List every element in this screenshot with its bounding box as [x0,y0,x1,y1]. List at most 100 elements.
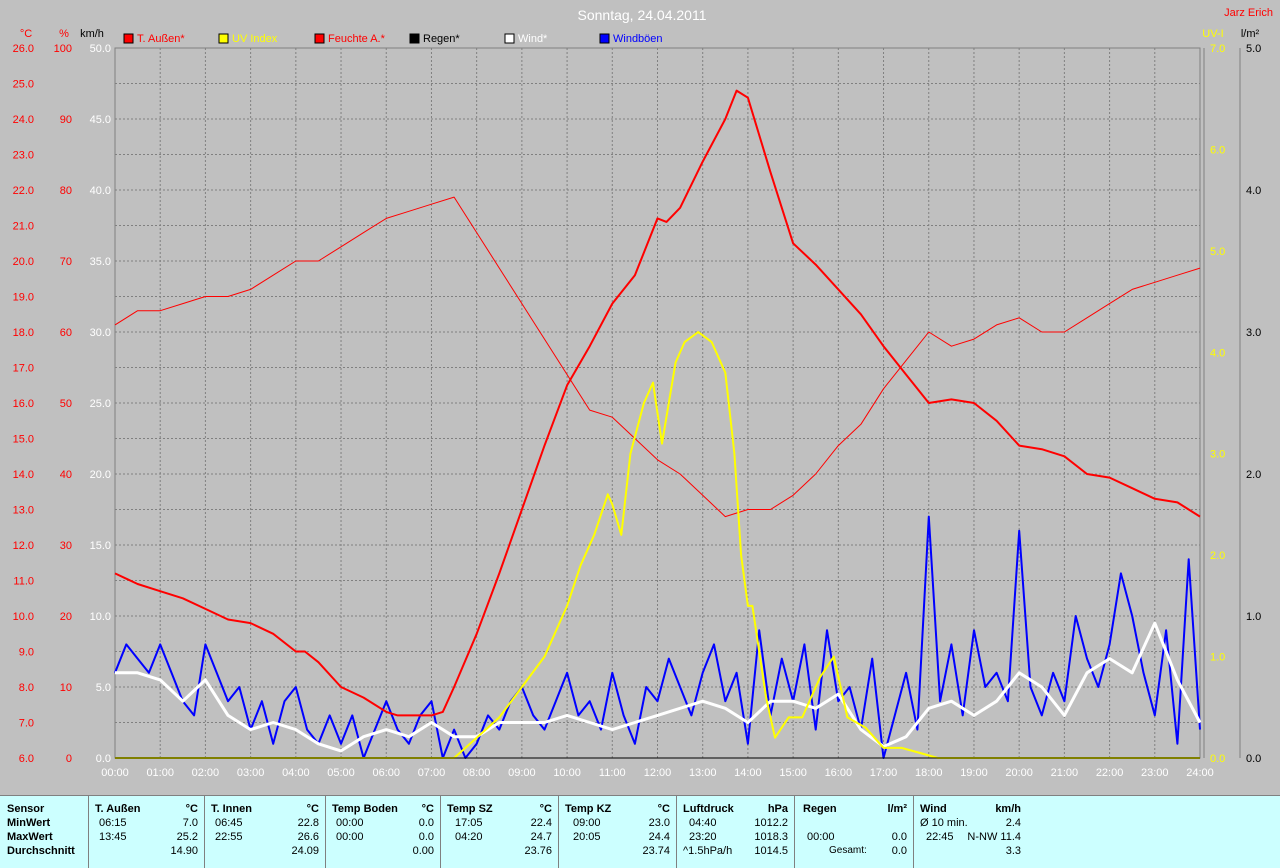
tick-label-wind: 5.0 [96,682,111,694]
stats-col-regen: Regen l/m² 00:00 0.0 Gesamt: 0.0 [795,796,914,868]
tick-label-humidity: 20 [60,611,72,623]
legend-swatch-2 [314,33,325,44]
tick-label-temp: 22.0 [13,185,34,197]
series-line-feuchtea [114,196,1201,518]
stats-boden-max-val: 0.0 [418,831,434,843]
tick-label-x: 22:00 [1096,767,1124,779]
stats-unit-regen: l/m² [887,803,907,815]
tick-label-humidity: 10 [60,682,72,694]
tick-label-wind: 30.0 [90,327,111,339]
tick-label-x: 00:00 [101,767,129,779]
tick-label-x: 24:00 [1186,767,1214,779]
tick-label-x: 10:00 [553,767,581,779]
tick-label-uv: 3.0 [1210,449,1225,461]
tick-label-wind: 40.0 [90,185,111,197]
legend-swatch-3 [409,33,420,44]
stats-regen-max-val: 0.0 [891,831,907,843]
tick-label-uv: 6.0 [1210,144,1225,156]
tick-label-humidity: 0 [66,753,72,765]
tick-label-temp: 26.0 [13,43,34,55]
stats-aussen-max-time: 13:45 [99,831,127,843]
stats-boden-min-time: 00:00 [336,817,364,829]
stats-unit-aussen: °C [185,803,198,815]
tick-label-x: 11:00 [599,767,626,779]
stats-col-sz: Temp SZ °C 17:05 22.4 04:20 24.7 23.76 [441,796,559,868]
stats-header-boden: Temp Boden [332,803,398,815]
stats-row-max: MaxWert [7,831,53,843]
stats-aussen-min-time: 06:15 [99,817,127,829]
tick-label-temp: 10.0 [13,611,34,623]
stats-wind-max-time: 22:45 [926,831,954,843]
stats-unit-wind: km/h [995,803,1021,815]
tick-label-temp: 9.0 [19,647,34,659]
tick-label-humidity: 90 [60,114,72,126]
stats-col-sensor: Sensor MinWert MaxWert Durchschnitt [0,796,89,868]
tick-label-temp: 6.0 [19,753,34,765]
axis-unit-wind: km/h [80,28,104,40]
stats-kz-avg: 23.74 [642,845,670,857]
stats-innen-max-time: 22:55 [215,831,243,843]
tick-label-humidity: 30 [60,540,72,552]
tick-label-temp: 19.0 [13,292,34,304]
legend-label-2: Feuchte A.* [328,33,386,45]
tick-label-temp: 24.0 [13,114,34,126]
tick-label-x: 20:00 [1005,767,1033,779]
stats-innen-max-val: 26.6 [297,831,319,843]
tick-label-uv: 2.0 [1210,550,1225,562]
stats-druck-min-val: 1012.2 [754,817,788,829]
plot-area [114,47,1201,759]
stats-col-kz: Temp KZ °C 09:00 23.0 20:05 24.4 23.74 [559,796,677,868]
tick-label-temp: 20.0 [13,256,34,268]
tick-label-x: 18:00 [915,767,943,779]
axis-unit-rain: l/m² [1241,28,1260,40]
tick-label-temp: 21.0 [13,221,34,233]
tick-label-x: 03:00 [237,767,265,779]
stats-header-regen: Regen [803,803,837,815]
stats-innen-avg: 24.09 [291,845,319,857]
tick-label-humidity: 80 [60,185,72,197]
stats-header-kz: Temp KZ [565,803,612,815]
stats-header-wind: Wind [920,803,947,815]
stats-regen-total: 0.0 [891,845,907,857]
stats-sz-avg: 23.76 [524,845,552,857]
axis-unit-humidity: % [59,28,69,40]
legend-label-1: UV Index [232,33,278,45]
stats-unit-innen: °C [306,803,319,815]
stats-unit-sz: °C [539,803,552,815]
tick-label-x: 12:00 [644,767,672,779]
stats-row-min: MinWert [7,817,51,829]
tick-label-uv: 5.0 [1210,246,1225,258]
weather-chart: Sonntag, 24.04.2011 Jarz Erich T. Außen*… [13,7,1273,779]
tick-label-x: 07:00 [418,767,446,779]
legend-swatch-4 [504,33,515,44]
stats-boden-avg: 0.00 [412,845,434,857]
tick-label-temp: 17.0 [13,363,34,375]
legend-swatch-0 [123,33,134,44]
tick-label-uv: 7.0 [1210,43,1225,55]
tick-label-humidity: 70 [60,256,72,268]
stats-col-wind: Wind km/h Ø 10 min. 2.4 22:45 N-NW 11.4 … [914,796,1027,868]
tick-label-wind: 25.0 [90,398,111,410]
chart-legend: T. Außen* UV Index Feuchte A.* Regen* Wind* W… [123,33,663,45]
author-label: Jarz Erich [1224,7,1273,19]
tick-label-x: 04:00 [282,767,310,779]
stats-col-druck: Luftdruck hPa 04:40 1012.2 23:20 1018.3 … [677,796,795,868]
axis-unit-uv: UV-I [1202,28,1223,40]
tick-label-wind: 35.0 [90,256,111,268]
stats-wind-max-val: N-NW 11.4 [967,831,1021,843]
stats-sz-min-val: 22.4 [530,817,552,829]
stats-kz-max-val: 24.4 [648,831,670,843]
tick-label-rain: 2.0 [1246,469,1261,481]
stats-boden-max-time: 00:00 [336,831,364,843]
tick-label-x: 09:00 [508,767,536,779]
tick-label-x: 01:00 [146,767,174,779]
tick-label-temp: 16.0 [13,398,34,410]
stats-unit-druck: hPa [767,803,788,815]
tick-label-humidity: 50 [60,398,72,410]
stats-col-innen: T. Innen °C 06:45 22.8 22:55 26.6 24.09 [205,796,326,868]
stats-sz-max-time: 04:20 [455,831,483,843]
stats-sz-min-time: 17:05 [455,817,483,829]
tick-label-x: 13:00 [689,767,717,779]
tick-label-temp: 25.0 [13,79,34,91]
series-line-uvindex [115,331,1200,759]
